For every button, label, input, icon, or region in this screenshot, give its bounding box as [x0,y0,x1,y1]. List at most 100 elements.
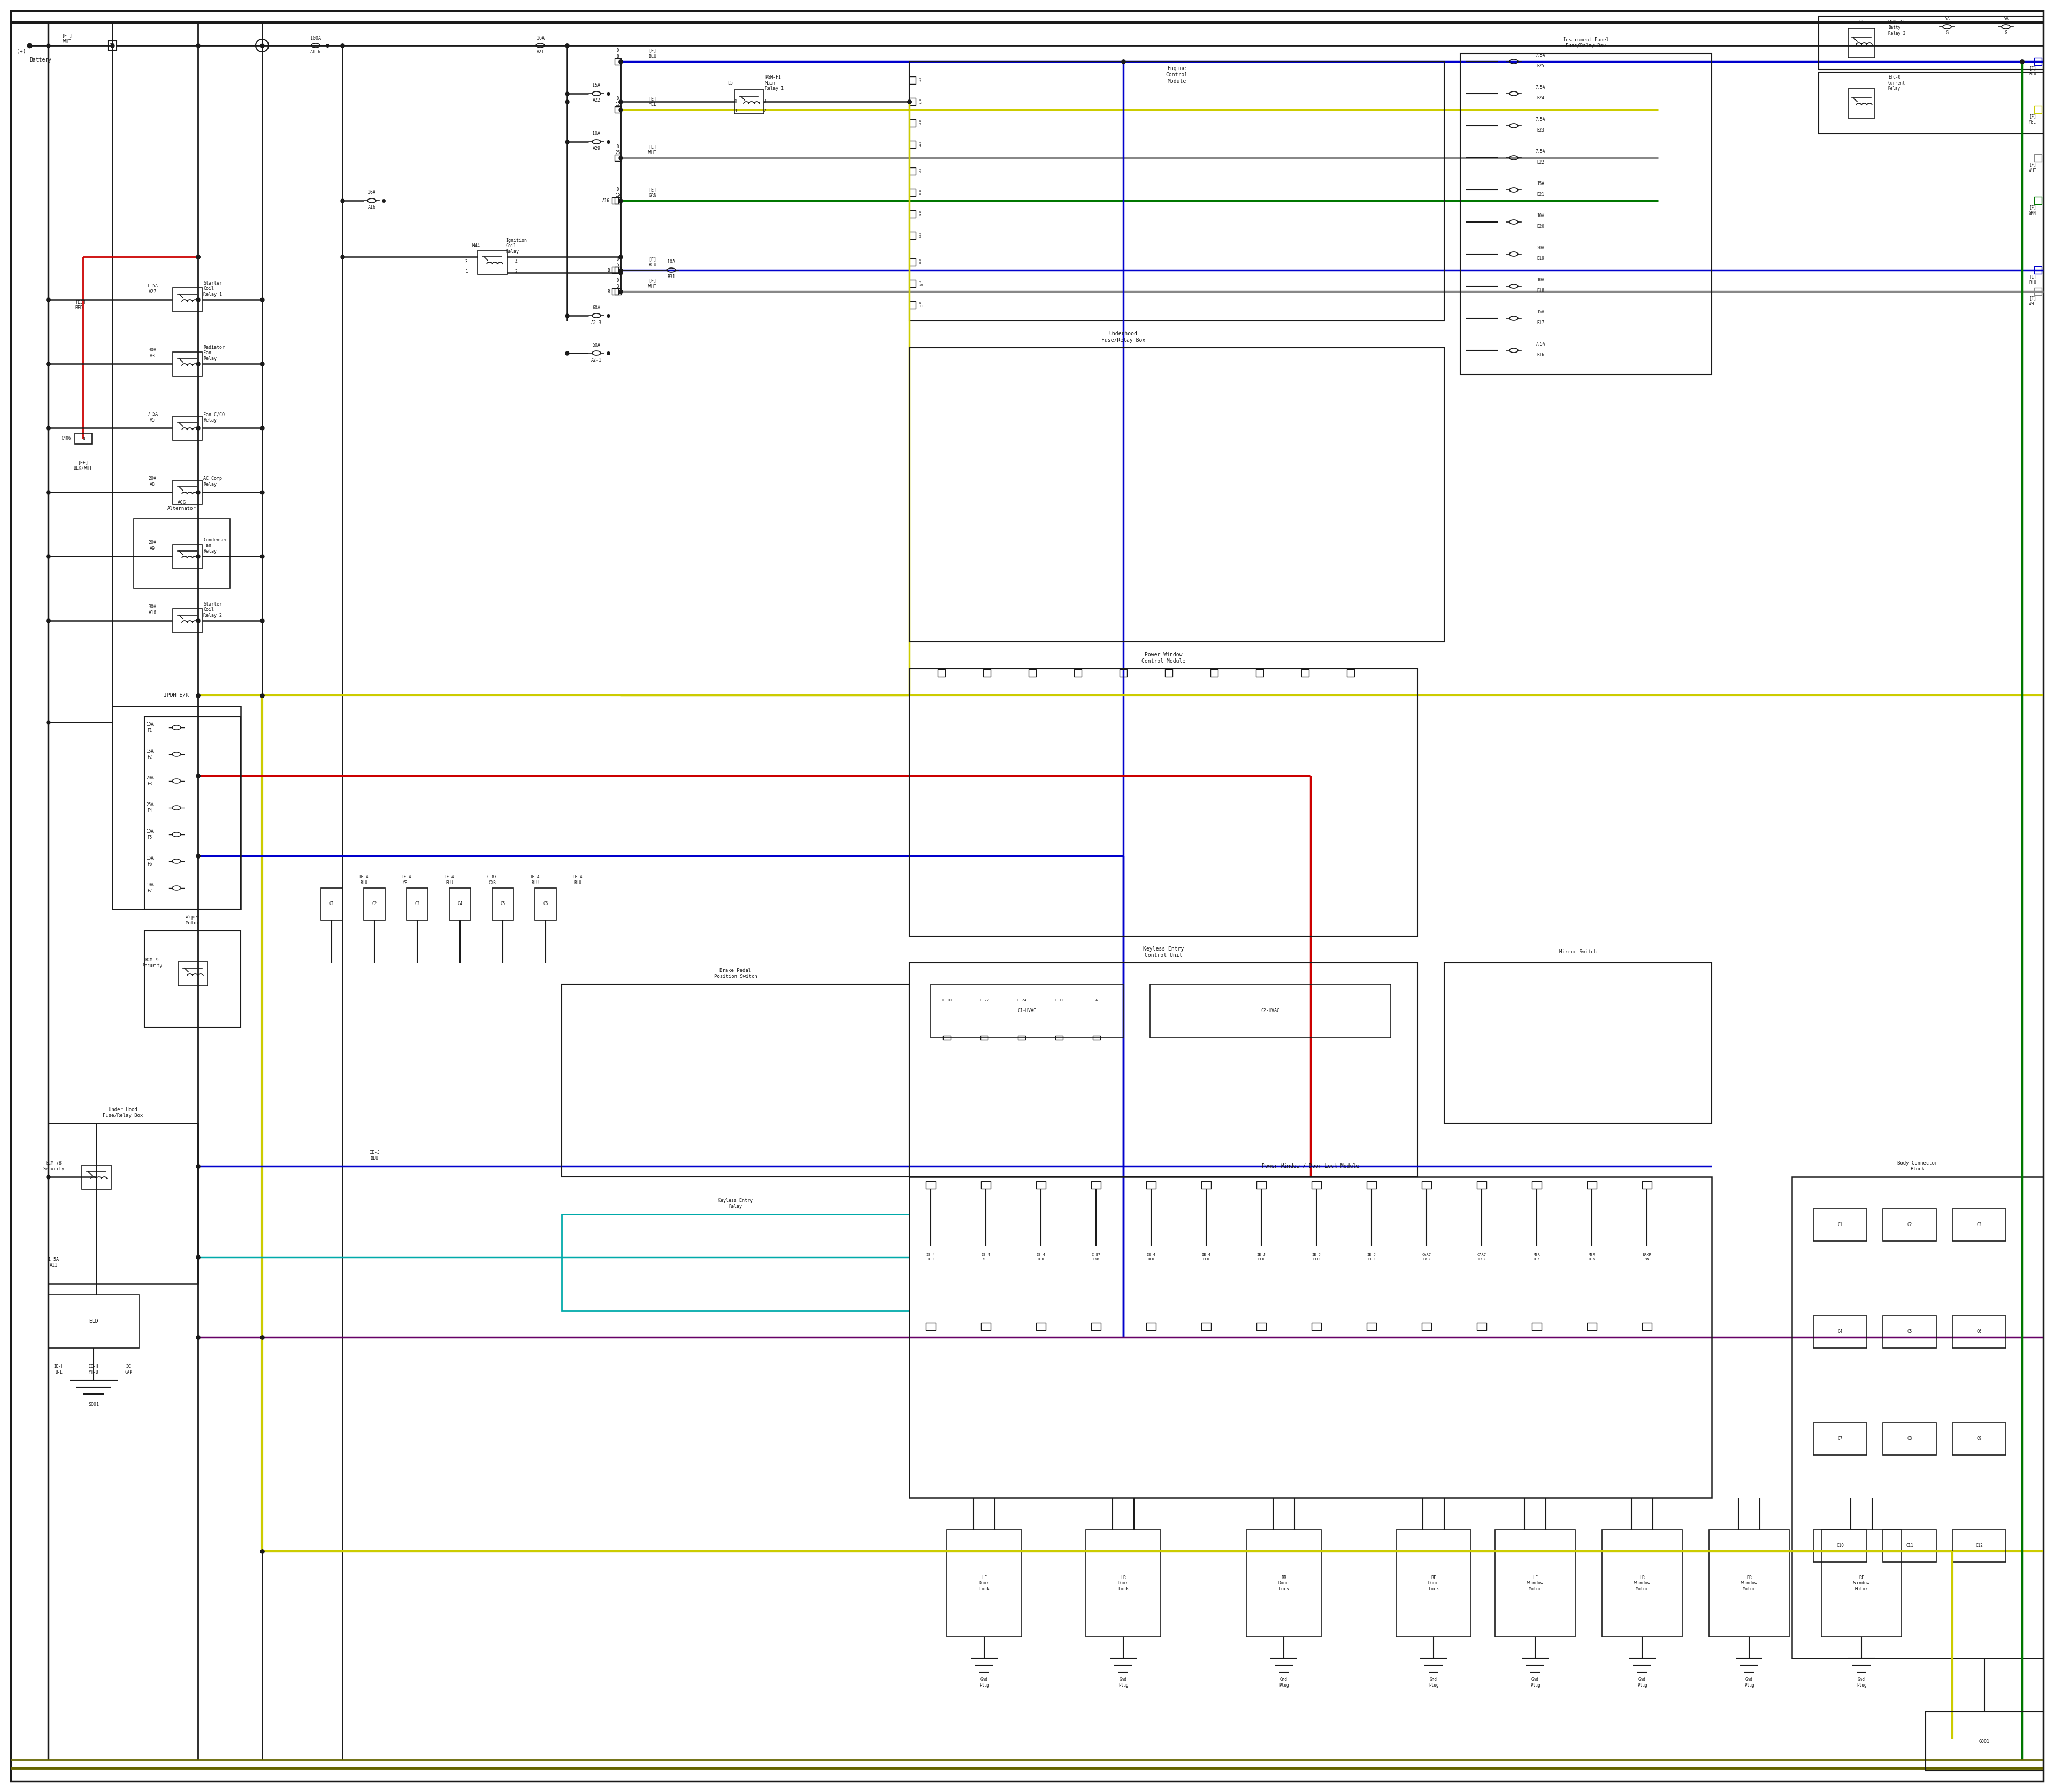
Text: A2-1: A2-1 [592,358,602,362]
Text: C2: C2 [1906,1222,1912,1228]
Text: CAR7
CXB: CAR7 CXB [1477,1254,1487,1260]
Bar [612,267,618,274]
Bar [1247,1530,1321,1636]
Bar [493,889,514,919]
Bar [1150,984,1391,1038]
Text: [E]
BLU: [E] BLU [649,48,657,59]
Bar [614,267,620,274]
Text: [E]
YEL: [E] YEL [2029,115,2036,124]
Bar [947,1530,1021,1636]
Text: Gnd
Plug: Gnd Plug [1117,1677,1128,1688]
Bar [1257,1322,1265,1330]
Bar [1791,1177,2044,1658]
Text: 1.5A
A11: 1.5A A11 [47,1258,60,1267]
Bar [561,1215,910,1310]
Bar [2033,289,2042,296]
Text: 10A
F1: 10A F1 [146,722,154,733]
Text: IE-4
BLU: IE-4 BLU [1146,1254,1156,1260]
Bar [1302,668,1308,677]
Bar [1202,1181,1212,1188]
Bar [2033,267,2042,274]
Bar [1927,1711,2044,1770]
Text: 10A: 10A [668,260,676,265]
Bar [910,77,916,84]
Text: D
3: D 3 [616,278,618,289]
Bar [939,668,945,677]
Text: C1: C1 [329,901,335,907]
Text: C4: C4 [1838,1330,1842,1335]
Text: B24: B24 [1536,95,1545,100]
Text: IE-4
YEL: IE-4 YEL [982,1254,990,1260]
Text: 3C
CAP: 3C CAP [125,1364,131,1374]
Text: IE-J
BLU: IE-J BLU [370,1150,380,1161]
Bar [910,348,1444,642]
Text: B31: B31 [668,274,676,280]
Bar [1884,1210,1937,1242]
Text: [E]
WHT: [E] WHT [2029,163,2036,172]
Text: B23: B23 [1536,127,1545,133]
Bar [1953,1423,2007,1455]
Text: 3: 3 [764,99,766,104]
Bar [1953,1315,2007,1348]
Bar [1884,1315,1937,1348]
Text: Ignition
Coil
Relay: Ignition Coil Relay [505,238,528,254]
Text: Power Window / Door Lock Module: Power Window / Door Lock Module [1261,1163,1360,1168]
Text: 16A: 16A [368,190,376,195]
Text: Brake Pedal
Position Switch: Brake Pedal Position Switch [715,968,758,978]
Bar [1255,668,1263,677]
Bar [1953,1210,2007,1242]
Text: Mirror Switch: Mirror Switch [1559,950,1596,955]
Text: G: G [2005,30,2007,36]
Text: [E]
WHT: [E] WHT [2029,296,2036,306]
Text: Fan C/CO
Relay: Fan C/CO Relay [203,412,224,423]
Bar [144,930,240,1027]
Text: Keyless Entry
Relay: Keyless Entry Relay [719,1199,754,1210]
Text: 16A: 16A [536,36,544,41]
Bar [1814,1530,1867,1563]
Text: C11: C11 [1906,1543,1912,1548]
Text: C1: C1 [1838,1222,1842,1228]
Text: C6: C6 [1976,1330,1982,1335]
Text: B19: B19 [1536,256,1545,262]
Bar [173,480,201,504]
Text: 5A: 5A [2003,16,2009,22]
Bar [173,609,201,633]
Bar [1074,668,1082,677]
Text: IE-J
BLU: IE-J BLU [1257,1254,1265,1260]
Text: Gnd
Plug: Gnd Plug [1280,1677,1288,1688]
Bar [1313,1322,1321,1330]
Bar [534,889,557,919]
Text: IE-4
YEL: IE-4 YEL [403,874,411,885]
Bar [930,984,1124,1038]
Text: C5: C5 [501,901,505,907]
Text: 20A
F3: 20A F3 [146,776,154,787]
Bar [1822,1530,1902,1636]
Text: IPDM E/R: IPDM E/R [164,694,189,699]
Text: D
19: D 19 [616,188,620,197]
Text: Underhood
Fuse/Relay Box: Underhood Fuse/Relay Box [1101,332,1146,342]
Bar [1532,1322,1543,1330]
Text: 1: 1 [464,269,468,274]
Bar [614,106,620,113]
Text: IE-4
BLU: IE-4 BLU [530,874,540,885]
Bar [612,197,618,204]
Text: Gnd
Plug: Gnd Plug [1637,1677,1647,1688]
Text: 30A
A3: 30A A3 [148,348,156,358]
Text: C6: C6 [542,901,548,907]
Text: C 10: C 10 [943,998,951,1002]
Text: 20A
A9: 20A A9 [148,541,156,550]
Text: C8: C8 [1906,1437,1912,1441]
Bar [1588,1181,1596,1188]
Bar [1953,1530,2007,1563]
Text: C1-HVAC: C1-HVAC [1017,1009,1037,1014]
Text: (+): (+) [16,48,27,54]
Bar [982,1322,990,1330]
Text: C5: C5 [1906,1330,1912,1335]
Bar [173,287,201,312]
Text: D
12: D 12 [616,97,620,108]
Text: [EI]
WHT: [EI] WHT [62,34,72,43]
Bar [2033,57,2042,65]
Text: B22: B22 [1536,159,1545,165]
Text: Instrument Panel
Fuse/Relay Box: Instrument Panel Fuse/Relay Box [1563,38,1608,48]
Bar [364,889,386,919]
